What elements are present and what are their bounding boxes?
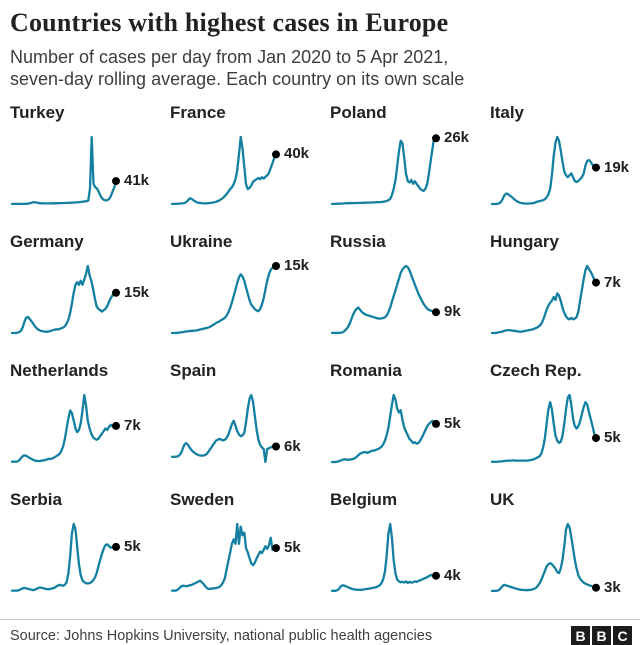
country-label-italy: Italy: [490, 103, 525, 122]
end-value-label-spain: 6k: [284, 437, 301, 455]
chart-cell-poland: Poland 26k: [330, 103, 476, 232]
end-value-label-belgium: 4k: [444, 566, 461, 584]
bbc-logo-block-3: C: [613, 626, 632, 645]
sparkline-sweden: [170, 522, 280, 592]
sparkline-plot: 41k: [10, 133, 156, 207]
sparkline-poland: [330, 134, 440, 206]
sparkline-grid: Turkey 41k France 40k Poland 26k Italy 1…: [0, 90, 640, 619]
end-value-label-ukraine: 15k: [284, 257, 310, 274]
sparkline-romania: [330, 393, 440, 464]
chart-cell-france: France 40k: [170, 103, 316, 232]
chart-cell-serbia: Serbia 5k: [10, 490, 156, 619]
end-value-label-hungary: 7k: [604, 273, 621, 291]
end-value-label-czech-rep: 5k: [604, 429, 621, 447]
country-label-sweden: Sweden: [170, 490, 235, 509]
chart-cell-hungary: Hungary 7k: [490, 232, 636, 361]
sparkline-italy: [490, 135, 600, 206]
sparkline-plot: 5k: [170, 520, 316, 594]
country-label-turkey: Turkey: [10, 103, 65, 122]
chart-header: Countries with highest cases in Europe N…: [0, 0, 640, 90]
end-value-label-germany: 15k: [124, 283, 150, 301]
sparkline-plot: 40k: [170, 133, 316, 207]
sparkline-plot: 15k: [10, 262, 156, 336]
country-label-germany: Germany: [10, 232, 84, 251]
country-label-uk: UK: [490, 490, 515, 509]
sparkline-plot: 7k: [490, 262, 636, 336]
page-title: Countries with highest cases in Europe: [10, 8, 449, 37]
sparkline-plot: 3k: [490, 520, 636, 596]
sparkline-plot: 4k: [330, 520, 476, 594]
sparkline-plot: 19k: [490, 133, 636, 207]
country-label-hungary: Hungary: [490, 232, 559, 251]
sparkline-plot: 5k: [490, 391, 636, 465]
end-value-label-russia: 9k: [444, 303, 461, 321]
end-value-label-uk: 3k: [604, 578, 621, 596]
chart-cell-ukraine: Ukraine 15k: [170, 232, 316, 361]
bbc-logo-block-2: B: [592, 626, 611, 645]
end-value-label-serbia: 5k: [124, 537, 141, 555]
sparkline-plot: 5k: [330, 391, 476, 465]
subtitle-line-2: seven-day rolling average. Each country …: [10, 69, 465, 89]
sparkline-hungary: [490, 264, 600, 335]
country-label-poland: Poland: [330, 103, 387, 122]
sparkline-plot: 5k: [10, 520, 156, 594]
sparkline-plot: 9k: [330, 262, 476, 336]
chart-cell-romania: Romania 5k: [330, 361, 476, 490]
chart-cell-italy: Italy 19k: [490, 103, 636, 232]
sparkline-netherlands: [10, 393, 120, 463]
end-value-label-romania: 5k: [444, 414, 461, 432]
end-value-label-poland: 26k: [444, 129, 470, 147]
sparkline-belgium: [330, 522, 440, 592]
chart-cell-russia: Russia 9k: [330, 232, 476, 361]
sparkline-ukraine: [170, 262, 280, 335]
sparkline-plot: 15k: [170, 257, 316, 336]
end-value-label-turkey: 41k: [124, 172, 150, 190]
country-label-russia: Russia: [330, 232, 386, 251]
chart-cell-turkey: Turkey 41k: [10, 103, 156, 232]
chart-cell-uk: UK 3k: [490, 490, 636, 619]
end-value-label-italy: 19k: [604, 158, 630, 176]
sparkline-germany: [10, 264, 120, 335]
chart-cell-sweden: Sweden 5k: [170, 490, 316, 619]
country-label-ukraine: Ukraine: [170, 232, 233, 251]
sparkline-france: [170, 135, 280, 206]
sparkline-uk: [490, 522, 600, 593]
sparkline-czech-rep: [490, 393, 600, 463]
end-value-label-france: 40k: [284, 145, 310, 163]
country-label-czech-rep: Czech Rep.: [490, 361, 582, 380]
sparkline-plot: 7k: [10, 391, 156, 465]
chart-subtitle: Number of cases per day from Jan 2020 to…: [10, 46, 628, 90]
chart-cell-spain: Spain 6k: [170, 361, 316, 490]
sparkline-plot: 6k: [170, 391, 316, 465]
source-attribution: Source: Johns Hopkins University, nation…: [10, 627, 433, 644]
chart-footer: Source: Johns Hopkins University, nation…: [0, 619, 640, 645]
sparkline-turkey: [10, 135, 120, 206]
bbc-logo: B B C: [571, 626, 632, 645]
country-label-romania: Romania: [330, 361, 402, 380]
chart-cell-germany: Germany 15k: [10, 232, 156, 361]
end-value-label-sweden: 5k: [284, 539, 301, 557]
country-label-spain: Spain: [170, 361, 217, 380]
country-label-belgium: Belgium: [330, 490, 398, 509]
sparkline-spain: [170, 393, 280, 464]
sparkline-serbia: [10, 522, 120, 592]
sparkline-russia: [330, 264, 440, 335]
end-value-label-netherlands: 7k: [124, 416, 141, 434]
bbc-logo-block-1: B: [571, 626, 590, 645]
chart-cell-netherlands: Netherlands 7k: [10, 361, 156, 490]
chart-cell-czech-rep: Czech Rep. 5k: [490, 361, 636, 490]
subtitle-line-1: Number of cases per day from Jan 2020 to…: [10, 47, 449, 67]
country-label-serbia: Serbia: [10, 490, 62, 509]
chart-cell-belgium: Belgium 4k: [330, 490, 476, 619]
country-label-france: France: [170, 103, 226, 122]
country-label-netherlands: Netherlands: [10, 361, 109, 380]
sparkline-plot: 26k: [330, 129, 476, 207]
